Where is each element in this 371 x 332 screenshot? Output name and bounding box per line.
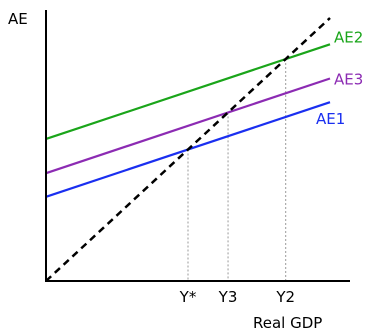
series-label-ae1: AE1 (316, 110, 345, 128)
chart-labels: AE2 AE3 AE1 Y* Y3 Y2 (179, 28, 364, 306)
series-label-ae3: AE3 (334, 70, 363, 88)
x-tick-label-3: Y2 (275, 288, 295, 306)
series-line-45-degree (45, 17, 331, 282)
series-lines (45, 17, 331, 282)
series-line-ae2 (45, 43, 331, 141)
x-tick-label-1: Y* (179, 288, 197, 306)
x-axis-label: Real GDP (253, 314, 322, 332)
y-axis-label: AE (8, 10, 28, 28)
series-label-ae2: AE2 (334, 28, 363, 46)
series-line-ae3 (45, 77, 331, 175)
x-tick-label-2: Y3 (218, 288, 238, 306)
guide-lines (187, 59, 287, 281)
